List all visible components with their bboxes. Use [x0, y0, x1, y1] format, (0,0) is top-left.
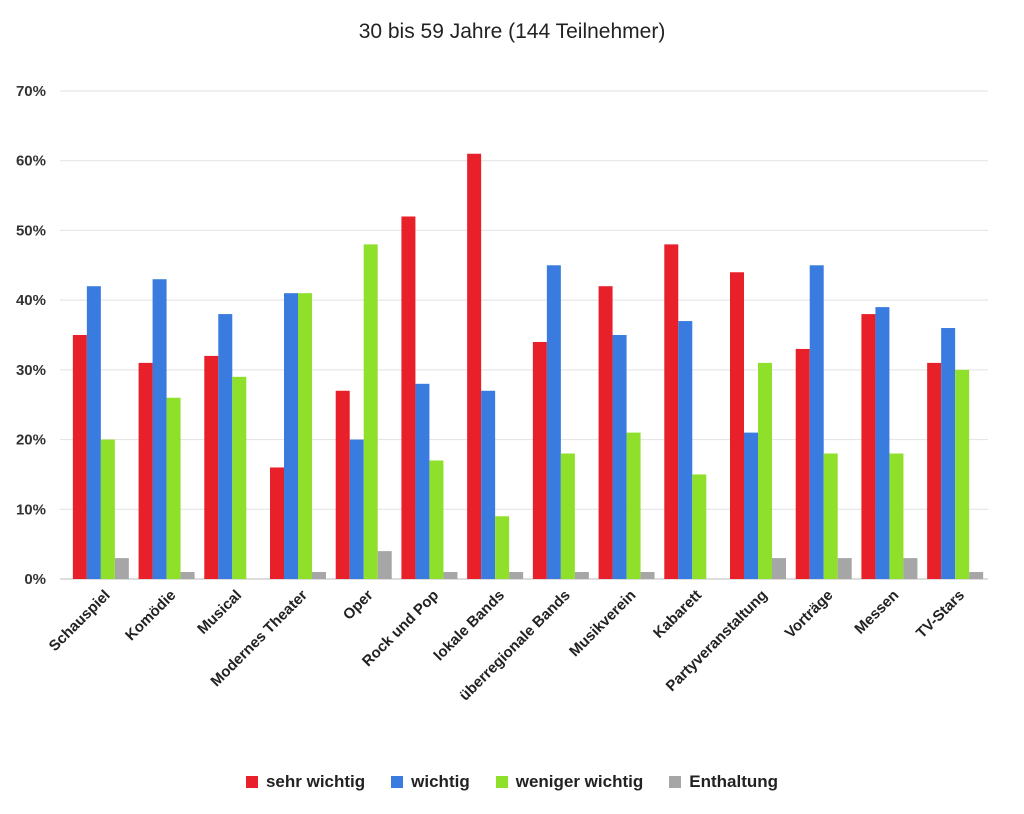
bar	[509, 572, 524, 579]
bar	[377, 551, 392, 579]
x-tick-label: Musikverein	[566, 587, 639, 660]
bar	[744, 432, 758, 579]
bar	[941, 328, 956, 579]
bar	[114, 558, 129, 579]
bar	[730, 272, 744, 579]
bar	[335, 390, 350, 579]
bar	[809, 265, 824, 579]
bar	[467, 153, 482, 579]
legend-swatch	[391, 776, 404, 788]
gridlines	[60, 90, 988, 580]
bar	[138, 362, 153, 579]
bar	[574, 572, 589, 579]
legend-item: sehr wichtig	[245, 772, 366, 792]
bar	[495, 516, 510, 579]
bar	[875, 307, 890, 579]
y-tick-label: 0%	[24, 571, 46, 588]
bar	[598, 286, 613, 579]
bar	[429, 460, 444, 579]
bar	[401, 216, 416, 579]
legend: sehr wichtig wichtig weniger wichtig Enthal…	[0, 772, 1024, 792]
bar	[284, 293, 298, 579]
legend-swatch	[669, 776, 682, 788]
bar	[889, 453, 904, 579]
legend-label: sehr wichtig	[265, 772, 366, 791]
bar	[664, 244, 679, 579]
bar	[861, 314, 876, 579]
bar	[443, 572, 458, 579]
bar	[166, 397, 181, 579]
bar	[232, 376, 247, 579]
bar	[349, 439, 364, 579]
bar	[560, 453, 575, 579]
bar	[758, 362, 772, 579]
bar	[837, 558, 852, 579]
bar	[218, 314, 233, 579]
y-tick-label: 10%	[16, 501, 46, 518]
bar	[152, 279, 167, 579]
legend-swatch	[495, 776, 508, 788]
x-tick-label: Kabarett	[650, 587, 705, 642]
bar	[692, 474, 707, 579]
legend-label: wichtig	[411, 772, 470, 791]
x-tick-label: Schauspiel	[46, 587, 114, 655]
x-tick-label: Messen	[851, 587, 902, 638]
legend-label: Enthaltung	[689, 772, 779, 791]
bar	[612, 335, 627, 579]
bar	[795, 348, 810, 579]
x-tick-label: TV-Stars	[913, 587, 968, 642]
y-axis-ticks: 0% 10% 20% 30% 40% 50% 60% 70%	[16, 83, 46, 588]
bar	[640, 572, 655, 579]
legend-label: weniger wichtig	[515, 772, 644, 791]
chart-title: 30 bis 59 Jahre (144 Teilnehmer)	[358, 20, 666, 43]
y-tick-label: 20%	[16, 432, 46, 449]
bar	[823, 453, 838, 579]
bar	[415, 383, 430, 579]
bar	[481, 390, 496, 579]
bar	[969, 572, 984, 579]
bar	[204, 355, 219, 579]
bar	[903, 558, 918, 579]
y-tick-label: 60%	[16, 153, 46, 170]
x-tick-label: Musical	[194, 587, 245, 638]
y-tick-label: 70%	[16, 83, 46, 100]
y-tick-label: 40%	[16, 292, 46, 309]
x-tick-label: Vorträge	[782, 587, 837, 642]
bar	[298, 293, 312, 579]
legend-item: wichtig	[391, 772, 470, 792]
legend-item: weniger wichtig	[495, 772, 644, 792]
bar	[546, 265, 561, 579]
bar	[72, 335, 87, 579]
x-tick-label: Komödie	[122, 587, 179, 644]
bars	[72, 153, 984, 579]
legend-item: Enthaltung	[669, 772, 778, 792]
bar	[927, 362, 942, 579]
x-tick-label: überregionale Bands	[456, 587, 574, 705]
y-tick-label: 30%	[16, 362, 46, 379]
bar	[363, 244, 378, 579]
x-tick-label: Oper	[340, 587, 377, 624]
bar	[100, 439, 115, 579]
bar	[626, 432, 641, 579]
bar	[312, 572, 326, 579]
bar	[772, 558, 786, 579]
bar	[678, 321, 693, 579]
bar	[955, 369, 970, 579]
bar	[270, 467, 284, 579]
y-tick-label: 50%	[16, 222, 46, 239]
bar	[180, 572, 195, 579]
legend-swatch	[245, 776, 258, 788]
bar	[532, 341, 547, 579]
bar	[86, 286, 101, 579]
